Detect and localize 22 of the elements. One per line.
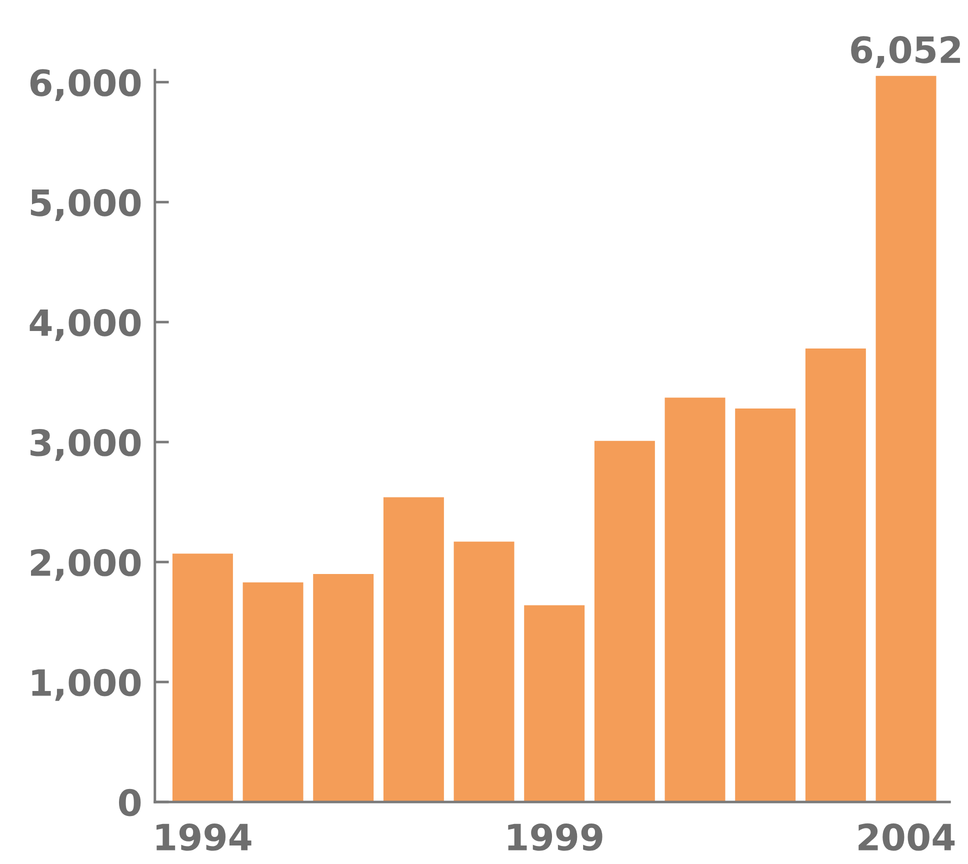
bar: [172, 554, 233, 802]
bar: [735, 408, 796, 802]
y-tick-label: 5,000: [30, 189, 141, 221]
bar: [524, 605, 585, 802]
bar: [313, 574, 374, 802]
bar: [805, 348, 866, 802]
y-tick-label: 0: [118, 788, 141, 816]
y-tick-label: 2,000: [31, 548, 141, 581]
bar: [383, 497, 444, 802]
x-tick-label: 1994: [156, 823, 252, 851]
bar: [242, 582, 304, 802]
y-tick-label: 6,000: [30, 69, 141, 101]
x-tick-label: 2004: [858, 823, 955, 851]
y-tick-label: 1,000: [32, 668, 141, 701]
y-tick-label: 3,000: [30, 428, 141, 461]
bar: [454, 542, 514, 802]
bar: [664, 398, 726, 802]
x-tick-label: 1999: [508, 823, 602, 851]
data-label: 6,052: [851, 36, 960, 68]
bar: [594, 440, 655, 802]
y-tick-label: 4,000: [30, 309, 141, 341]
bar: [876, 76, 936, 802]
